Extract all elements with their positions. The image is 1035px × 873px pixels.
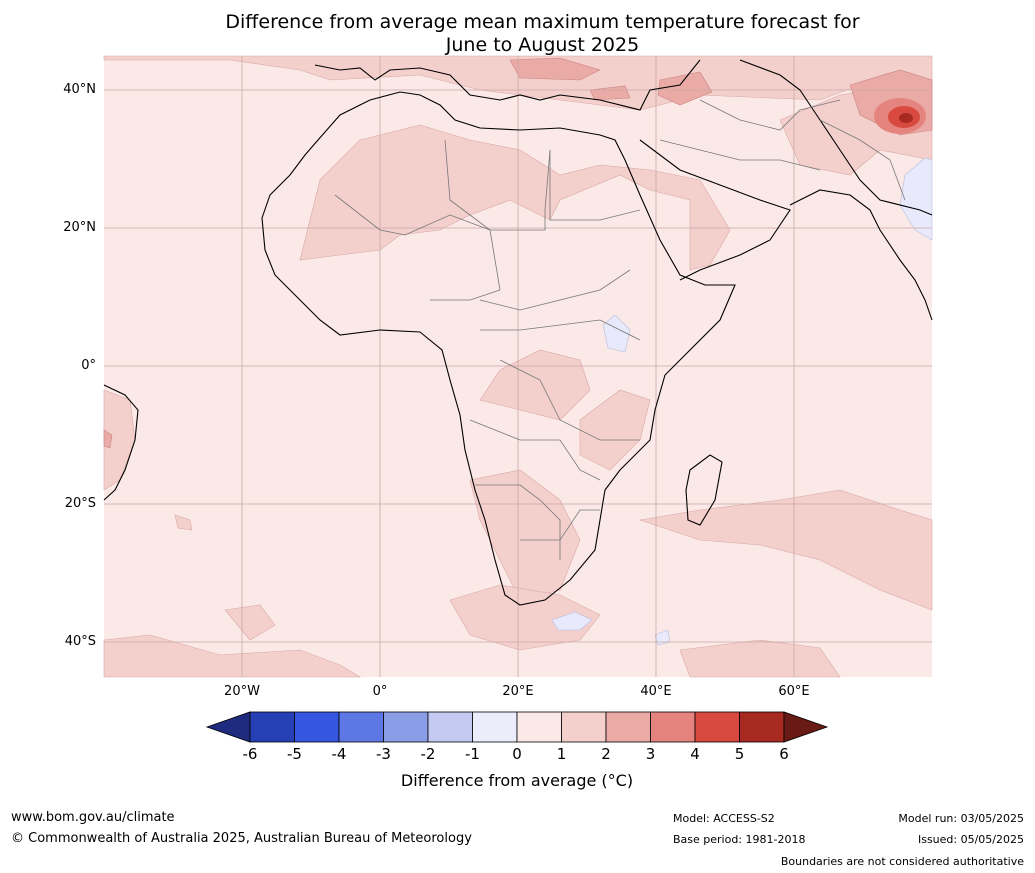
colorbar-bin [694, 711, 740, 743]
colorbar-tick-label: -3 [376, 745, 391, 763]
lat-label-40n: 40°N [63, 82, 96, 97]
lat-label-40s: 40°S [64, 634, 96, 649]
footer-issued: Issued: 05/05/2025 [917, 833, 1024, 846]
colorbar-bin [739, 711, 785, 743]
colorbar-tick-label: 0 [512, 745, 522, 763]
map-title-line-1: Difference from average mean maximum tem… [225, 11, 860, 33]
footer-model-run: Model run: 03/05/2025 [898, 812, 1024, 825]
footer-copyright: © Commonwealth of Australia 2025, Austra… [11, 831, 472, 846]
colorbar-bin [294, 711, 340, 743]
lat-label-0: 0° [81, 358, 96, 373]
lon-label-60e: 60°E [778, 684, 810, 699]
footer-model: Model: ACCESS-S2 [673, 812, 775, 825]
colorbar-tick-label: 5 [734, 745, 745, 763]
colorbar-bin [338, 711, 384, 743]
lon-label-20e: 20°E [502, 684, 534, 699]
colorbar-title: Difference from average (°C) [400, 771, 634, 790]
colorbar-right-arrow [783, 711, 829, 743]
colorbar-tick-label: -5 [287, 745, 302, 763]
anomaly-negative-regions [551, 157, 933, 646]
colorbar-tick-label: -6 [242, 745, 258, 763]
colorbar-tick-label: 3 [645, 745, 656, 763]
colorbar-bin [249, 711, 295, 743]
map-title-line-2: June to August 2025 [445, 34, 640, 56]
colorbar-tick-label: 1 [556, 745, 567, 763]
anomaly-1-2-regions [103, 55, 933, 678]
coastlines [103, 59, 933, 606]
colorbar-tick-label: 6 [779, 745, 789, 763]
colorbar-bin [472, 711, 518, 743]
colorbar-tick-label: 2 [601, 745, 611, 763]
colorbar-bin [383, 711, 429, 743]
anomaly-3-5-regions [874, 98, 926, 134]
colorbar-tick-label: -2 [420, 745, 436, 763]
graticule [104, 56, 932, 677]
colorbar-bin [561, 711, 607, 743]
footer-disclaimer: Boundaries are not considered authoritat… [780, 855, 1024, 868]
lat-label-20n: 20°N [63, 220, 96, 235]
colorbar-bin [650, 711, 696, 743]
country-boundaries [334, 99, 906, 560]
footer-website: www.bom.gov.au/climate [11, 810, 175, 825]
colorbar-left-arrow [205, 711, 251, 743]
lon-label-40e: 40°E [640, 684, 672, 699]
colorbar-tick-label: 4 [690, 745, 700, 763]
footer-base-period: Base period: 1981-2018 [673, 833, 806, 846]
lat-label-20s: 20°S [64, 496, 96, 511]
lon-label-20w: 20°W [224, 684, 260, 699]
colorbar-tick-label: -1 [465, 745, 480, 763]
colorbar-bin [605, 711, 651, 743]
colorbar-bin [516, 711, 562, 743]
colorbar-tick-label: -4 [331, 745, 347, 763]
colorbar-bin [427, 711, 473, 743]
lon-label-0: 0° [372, 684, 388, 699]
